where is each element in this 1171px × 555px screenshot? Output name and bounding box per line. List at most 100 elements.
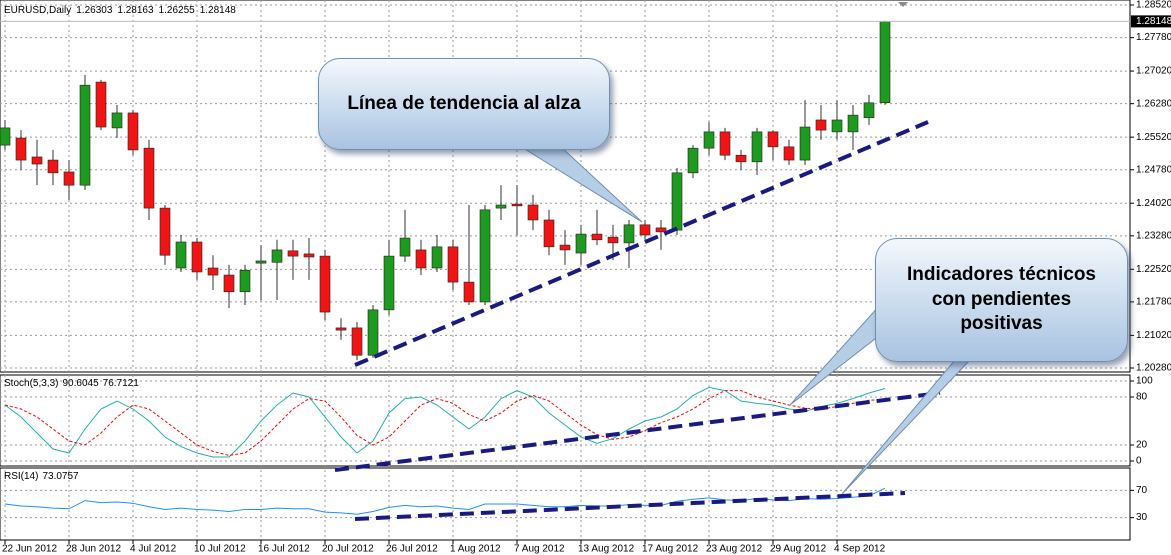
ohlc-value: 1.26255: [159, 5, 196, 16]
indicator-name: RSI(14): [4, 471, 38, 482]
x-tick-label: 4 Sep 2012: [834, 544, 886, 555]
candle-body: [111, 112, 123, 129]
candle-body: [31, 156, 43, 165]
candle-body: [447, 246, 459, 283]
candle-body: [495, 204, 507, 209]
candle-body: [63, 171, 75, 186]
rsi-panel: [0, 467, 1131, 541]
candle-body: [671, 172, 683, 231]
last-price-label: 1.28148: [1136, 16, 1171, 27]
candle-body: [127, 112, 139, 151]
candle-body: [191, 241, 203, 273]
candle-body: [719, 131, 731, 156]
candle-body: [207, 267, 219, 276]
x-tick-label: 10 Jul 2012: [194, 544, 246, 555]
candle-body: [751, 131, 763, 163]
x-tick-label: 4 Jul 2012: [130, 544, 177, 555]
candle-body: [431, 246, 443, 269]
candle-body: [511, 203, 523, 207]
candle-body: [175, 241, 187, 269]
ohlc-value: 1.28148: [200, 5, 237, 16]
y-tick-label: 1.25520: [1136, 132, 1171, 143]
indicator-title: Stoch(5,3,3) 90.6045 76.7121: [4, 378, 139, 389]
symbol: EURUSD,Daily: [4, 5, 71, 16]
y-tick-label: 1.27020: [1136, 66, 1171, 77]
candle-body: [0, 127, 11, 146]
x-tick-label: 23 Aug 2012: [706, 544, 763, 555]
candle-body: [335, 327, 347, 331]
x-tick-label: 20 Jul 2012: [322, 544, 374, 555]
candle-body: [543, 219, 555, 248]
candle-body: [847, 114, 859, 133]
candle-body: [607, 236, 619, 244]
candle-body: [815, 119, 827, 131]
indicator-value: 90.6045: [62, 378, 99, 389]
overlay: [334, 2, 972, 521]
y-tick-label: 1.28520: [1136, 0, 1171, 11]
indicator-value: 76.7121: [103, 378, 140, 389]
x-tick-label: 17 Aug 2012: [642, 544, 699, 555]
candle-body: [735, 154, 747, 163]
candle-body: [767, 131, 779, 148]
candle-body: [287, 250, 299, 257]
candle-body: [271, 249, 283, 263]
candle-body: [143, 147, 155, 209]
y-tick-label: 1.21020: [1136, 330, 1171, 341]
candle-body: [383, 255, 395, 311]
y-tick-label: 1.27780: [1136, 32, 1171, 43]
candle-body: [559, 244, 571, 251]
candle-body: [527, 204, 539, 221]
y-tick-label: 0: [1136, 456, 1142, 467]
x-tick-label: 22 Jun 2012: [2, 544, 57, 555]
candle-body: [255, 260, 267, 264]
trend-line: [354, 491, 906, 521]
y-tick-label: 100: [1136, 376, 1153, 387]
candle-body: [95, 81, 107, 128]
trend-line: [334, 391, 941, 472]
candle-body: [319, 255, 331, 313]
candle-body: [863, 102, 875, 119]
candle-body: [639, 224, 651, 236]
candle-body: [463, 281, 475, 303]
candle-body: [783, 146, 795, 161]
candle-body: [79, 84, 91, 186]
candle-body: [367, 309, 379, 356]
callout: Línea de tendencia al alza: [318, 58, 610, 150]
candle-body: [591, 233, 603, 241]
y-tick-label: 1.20280: [1136, 363, 1171, 374]
last-price-box: [1131, 15, 1171, 28]
candle-body: [479, 209, 491, 303]
candle-body: [159, 207, 171, 256]
candle-body: [415, 249, 427, 269]
candle-body: [239, 269, 251, 293]
candle-body: [831, 119, 843, 133]
y-tick-label: 80: [1136, 392, 1148, 403]
ohlc-value: 1.28163: [117, 5, 154, 16]
candle-body: [303, 253, 315, 258]
candle-body: [799, 126, 811, 161]
candle-body: [655, 227, 667, 233]
indicator-value: 73.0757: [42, 471, 79, 482]
x-tick-label: 13 Aug 2012: [578, 544, 635, 555]
x-tick-label: 26 Jul 2012: [386, 544, 438, 555]
candle-body: [351, 327, 363, 356]
candle-body: [879, 21, 891, 103]
y-tick-label: 1.22520: [1136, 264, 1171, 275]
x-tick-label: 29 Aug 2012: [770, 544, 827, 555]
candle-body: [687, 147, 699, 174]
candle-body: [703, 131, 715, 149]
candle-body: [399, 237, 411, 257]
y-tick-label: 70: [1136, 485, 1148, 496]
candle-body: [47, 159, 59, 174]
x-tick-label: 28 Jun 2012: [66, 544, 121, 555]
candle-body: [575, 233, 587, 254]
chart-title: EURUSD,Daily 1.26303 1.28163 1.26255 1.28148: [4, 5, 236, 16]
x-tick-label: 16 Jul 2012: [258, 544, 310, 555]
candle-body: [223, 274, 235, 293]
stoch-panel: [0, 374, 1131, 467]
callout: Indicadores técnicos con pendientes posi…: [875, 238, 1128, 362]
x-tick-label: 1 Aug 2012: [450, 544, 501, 555]
y-tick-label: 1.26280: [1136, 98, 1171, 109]
